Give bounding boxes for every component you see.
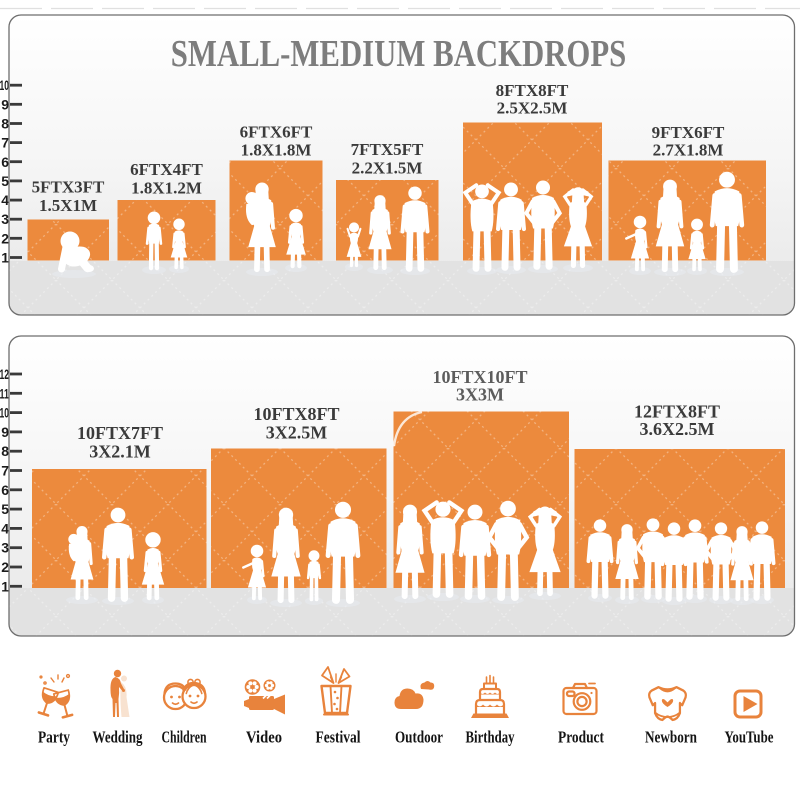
svg-text:9: 9 bbox=[1, 96, 9, 112]
svg-text:12: 12 bbox=[0, 366, 9, 382]
svg-text:3X2.5M: 3X2.5M bbox=[266, 423, 328, 443]
svg-text:3: 3 bbox=[1, 540, 9, 556]
svg-text:10FTX7FT: 10FTX7FT bbox=[77, 423, 163, 443]
svg-text:10FTX8FT: 10FTX8FT bbox=[253, 404, 339, 424]
svg-text:3X3M: 3X3M bbox=[456, 385, 504, 405]
svg-text:1: 1 bbox=[1, 578, 9, 594]
svg-text:8: 8 bbox=[1, 443, 9, 459]
svg-text:Children: Children bbox=[162, 728, 207, 747]
svg-text:5: 5 bbox=[1, 501, 9, 517]
svg-text:1.5X1M: 1.5X1M bbox=[39, 196, 97, 215]
svg-text:4: 4 bbox=[1, 192, 9, 208]
svg-text:6: 6 bbox=[1, 154, 9, 170]
svg-text:3X2.1M: 3X2.1M bbox=[89, 442, 151, 462]
svg-text:Outdoor: Outdoor bbox=[395, 728, 443, 747]
svg-text:10FTX10FT: 10FTX10FT bbox=[432, 367, 527, 387]
svg-text:1: 1 bbox=[1, 250, 9, 266]
svg-text:Festival: Festival bbox=[316, 728, 361, 747]
svg-text:2.2X1.5M: 2.2X1.5M bbox=[352, 159, 423, 178]
svg-text:Product: Product bbox=[558, 728, 604, 747]
svg-text:7FTX5FT: 7FTX5FT bbox=[351, 140, 424, 159]
svg-text:Wedding: Wedding bbox=[93, 728, 143, 747]
svg-text:6: 6 bbox=[1, 482, 9, 498]
svg-text:YouTube: YouTube bbox=[725, 728, 774, 747]
svg-text:12FTX8FT: 12FTX8FT bbox=[634, 402, 720, 422]
svg-text:2: 2 bbox=[1, 230, 9, 246]
svg-text:2.5X2.5M: 2.5X2.5M bbox=[497, 99, 568, 118]
svg-text:10: 10 bbox=[0, 405, 9, 421]
svg-text:7: 7 bbox=[1, 135, 9, 151]
svg-text:4: 4 bbox=[1, 520, 9, 536]
svg-text:SMALL-MEDIUM BACKDROPS: SMALL-MEDIUM BACKDROPS bbox=[171, 33, 627, 75]
svg-text:Video: Video bbox=[246, 728, 282, 747]
svg-text:2: 2 bbox=[1, 559, 9, 575]
svg-text:3.6X2.5M: 3.6X2.5M bbox=[640, 419, 715, 439]
svg-text:5FTX3FT: 5FTX3FT bbox=[32, 178, 105, 197]
svg-text:6FTX4FT: 6FTX4FT bbox=[130, 160, 203, 179]
svg-text:6FTX6FT: 6FTX6FT bbox=[240, 123, 313, 142]
svg-text:Birthday: Birthday bbox=[466, 728, 515, 747]
svg-text:Newborn: Newborn bbox=[645, 728, 697, 747]
svg-text:7: 7 bbox=[1, 463, 9, 479]
svg-text:Party: Party bbox=[38, 728, 70, 747]
svg-text:1.8X1.2M: 1.8X1.2M bbox=[131, 179, 202, 198]
svg-text:2.7X1.8M: 2.7X1.8M bbox=[653, 141, 724, 160]
svg-text:9: 9 bbox=[1, 424, 9, 440]
svg-text:8FTX8FT: 8FTX8FT bbox=[496, 81, 569, 100]
svg-text:3: 3 bbox=[1, 211, 9, 227]
svg-text:10: 10 bbox=[0, 77, 9, 93]
svg-text:9FTX6FT: 9FTX6FT bbox=[652, 123, 725, 142]
svg-text:11: 11 bbox=[0, 385, 9, 401]
svg-text:5: 5 bbox=[1, 173, 9, 189]
svg-text:8: 8 bbox=[1, 116, 9, 132]
svg-text:1.8X1.8M: 1.8X1.8M bbox=[241, 141, 312, 160]
